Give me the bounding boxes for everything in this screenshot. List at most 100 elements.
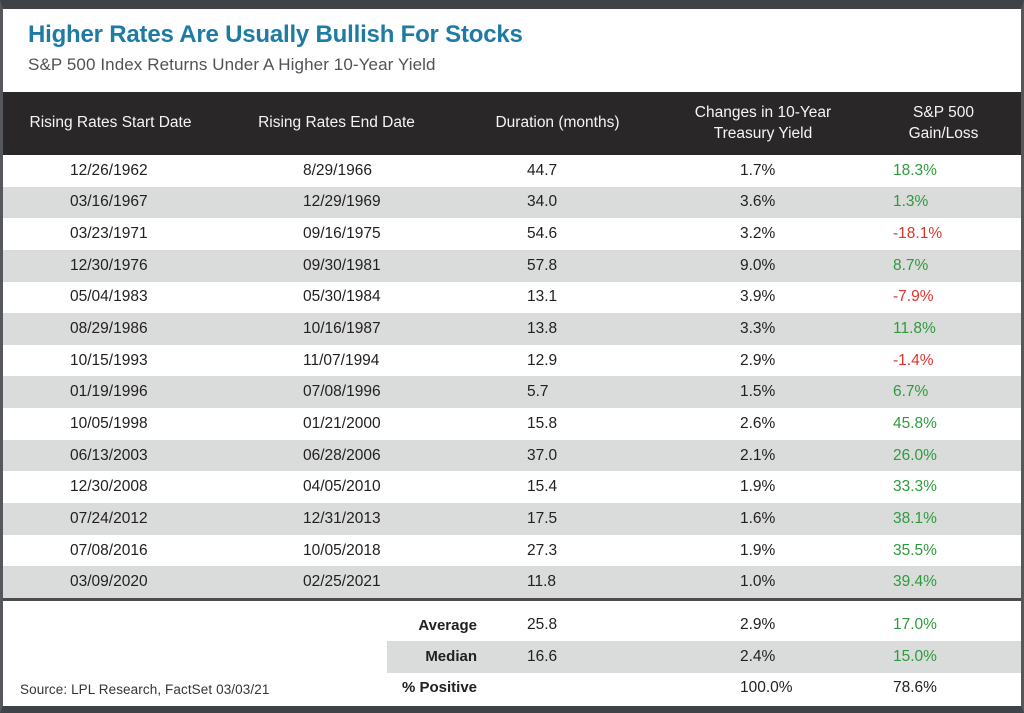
cell-yield-change: 2.4%	[740, 647, 776, 665]
title-block: Higher Rates Are Usually Bullish For Sto…	[3, 9, 1021, 92]
table-row: 12/30/2008 04/05/2010 15.4 1.9% 33.3%	[3, 471, 1021, 503]
cell-start-date: 07/08/2016	[70, 541, 148, 559]
cell-end-date: 01/21/2000	[303, 414, 381, 432]
cell-yield-change: 1.9%	[740, 541, 776, 559]
cell-duration: 37.0	[527, 446, 558, 464]
cell-yield-change: 1.5%	[740, 383, 776, 401]
cell-end-date: 07/08/1996	[303, 383, 381, 401]
cell-yield-change: 9.0%	[740, 256, 776, 274]
cell-duration: 15.4	[527, 478, 558, 496]
cell-yield-change: 1.7%	[740, 161, 776, 179]
table-header-row: Rising Rates Start Date Rising Rates End…	[3, 92, 1021, 155]
cell-duration: 54.6	[527, 225, 558, 243]
cell-duration: 57.8	[527, 256, 558, 274]
cell-end-date: 11/07/1994	[303, 351, 380, 369]
cell-yield-change: 100.0%	[740, 678, 793, 696]
table-row: 10/05/1998 01/21/2000 15.8 2.6% 45.8%	[3, 408, 1021, 440]
table-row: 03/09/2020 02/25/2021 11.8 1.0% 39.4%	[3, 566, 1021, 598]
table-row: 01/19/1996 07/08/1996 5.7 1.5% 6.7%	[3, 376, 1021, 409]
cell-duration: 16.6	[527, 647, 558, 665]
cell-start-date: 06/13/2003	[70, 446, 148, 464]
cell-sp500-gain: -18.1%	[893, 225, 943, 243]
cell-sp500-gain: 78.6%	[893, 678, 937, 696]
cell-yield-change: 2.6%	[740, 414, 776, 432]
cell-yield-change: 3.3%	[740, 320, 776, 338]
cell-yield-change: 2.1%	[740, 446, 776, 464]
cell-end-date: 04/05/2010	[303, 478, 381, 496]
cell-sp500-gain: 6.7%	[893, 383, 929, 401]
cell-end-date: 10/05/2018	[303, 541, 381, 559]
table-row: 03/23/1971 09/16/1975 54.6 3.2% -18.1%	[3, 218, 1021, 250]
cell-start-date: 01/19/1996	[70, 383, 148, 401]
cell-end-date: 09/16/1975	[303, 225, 381, 243]
cell-yield-change: 2.9%	[740, 351, 776, 369]
cell-end-date: 09/30/1981	[303, 256, 381, 274]
cell-sp500-gain: 8.7%	[893, 256, 929, 274]
column-header-yield-change: Changes in 10-Year Treasury Yield	[694, 103, 832, 142]
table-row: 08/29/1986 10/16/1987 13.8 3.3% 11.8%	[3, 313, 1021, 345]
cell-sp500-gain: 26.0%	[893, 446, 937, 464]
cell-end-date: 12/29/1969	[303, 193, 381, 211]
cell-end-date: 10/16/1987	[303, 320, 381, 338]
cell-start-date: 10/15/1993	[70, 351, 148, 369]
column-header-sp500: S&P 500 Gain/Loss	[908, 103, 979, 142]
cell-end-date: 05/30/1984	[303, 288, 381, 306]
cell-duration: 25.8	[527, 616, 558, 634]
cell-start-date: 07/24/2012	[70, 509, 148, 527]
cell-sp500-gain: 33.3%	[893, 478, 937, 496]
table-row: 03/16/1967 12/29/1969 34.0 3.6% 1.3%	[3, 186, 1021, 219]
cell-sp500-gain: 39.4%	[893, 573, 937, 591]
summary-label: % Positive	[401, 679, 477, 697]
summary-row-median: Median 16.6 2.4% 15.0%	[3, 640, 1021, 673]
source-attribution: Source: LPL Research, FactSet 03/03/21	[20, 682, 270, 697]
cell-start-date: 12/30/2008	[70, 478, 148, 496]
table-row: 07/08/2016 10/05/2018 27.3 1.9% 35.5%	[3, 535, 1021, 567]
cell-end-date: 12/31/2013	[303, 509, 381, 527]
summary-label: Average	[418, 616, 477, 634]
cell-yield-change: 1.9%	[740, 478, 776, 496]
column-header-duration: Duration (months)	[495, 114, 620, 132]
cell-start-date: 08/29/1986	[70, 320, 148, 338]
page-subtitle: S&P 500 Index Returns Under A Higher 10-…	[28, 55, 436, 75]
summary-divider	[3, 597, 1021, 601]
cell-start-date: 03/23/1971	[70, 225, 148, 243]
cell-sp500-gain: -1.4%	[893, 351, 934, 369]
cell-end-date: 02/25/2021	[303, 573, 381, 591]
table-row: 06/13/2003 06/28/2006 37.0 2.1% 26.0%	[3, 439, 1021, 472]
cell-duration: 15.8	[527, 414, 558, 432]
cell-sp500-gain: 11.8%	[893, 320, 936, 338]
cell-yield-change: 3.6%	[740, 193, 776, 211]
cell-start-date: 12/30/1976	[70, 256, 148, 274]
cell-start-date: 03/16/1967	[70, 193, 148, 211]
table-row: 12/30/1976 09/30/1981 57.8 9.0% 8.7%	[3, 249, 1021, 282]
table-row: 05/04/1983 05/30/1984 13.1 3.9% -7.9%	[3, 282, 1021, 314]
summary-label: Median	[425, 648, 477, 666]
cell-duration: 13.1	[527, 288, 558, 306]
cell-duration: 27.3	[527, 541, 558, 559]
summary-row-percent-positive: % Positive 100.0% 78.6%	[3, 673, 1021, 703]
column-header-end-date: Rising Rates End Date	[258, 114, 415, 132]
cell-duration: 11.8	[527, 573, 557, 591]
cell-start-date: 05/04/1983	[70, 288, 148, 306]
table-body: 12/26/1962 8/29/1966 44.7 1.7% 18.3% 03/…	[3, 155, 1021, 598]
page-title: Higher Rates Are Usually Bullish For Sto…	[28, 21, 523, 48]
cell-sp500-gain: 1.3%	[893, 193, 929, 211]
cell-duration: 44.7	[527, 161, 558, 179]
cell-sp500-gain: 15.0%	[893, 647, 937, 665]
table-row: 07/24/2012 12/31/2013 17.5 1.6% 38.1%	[3, 503, 1021, 535]
cell-sp500-gain: 17.0%	[893, 616, 937, 634]
cell-yield-change: 1.6%	[740, 509, 776, 527]
cell-yield-change: 3.9%	[740, 288, 776, 306]
cell-sp500-gain: 38.1%	[893, 509, 937, 527]
cell-duration: 12.9	[527, 351, 558, 369]
cell-end-date: 06/28/2006	[303, 446, 381, 464]
cell-end-date: 8/29/1966	[303, 161, 372, 179]
cell-sp500-gain: 18.3%	[893, 161, 937, 179]
cell-duration: 13.8	[527, 320, 558, 338]
table-row: 12/26/1962 8/29/1966 44.7 1.7% 18.3%	[3, 155, 1021, 187]
summary-row-average: Average 25.8 2.9% 17.0%	[3, 601, 1021, 641]
cell-yield-change: 2.9%	[740, 616, 776, 634]
column-header-start-date: Rising Rates Start Date	[29, 114, 192, 132]
cell-start-date: 03/09/2020	[70, 573, 148, 591]
